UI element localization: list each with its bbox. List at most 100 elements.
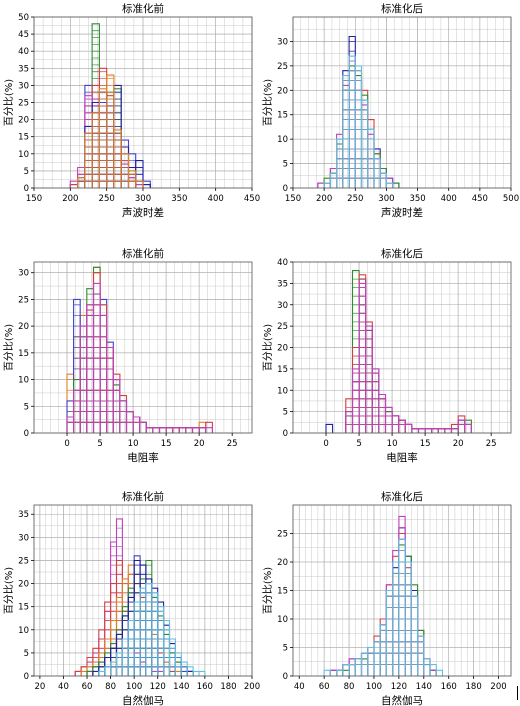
series-5 xyxy=(323,538,444,676)
x-tick-label: 200 xyxy=(62,194,78,204)
bar-separators xyxy=(106,78,114,182)
x-tick-label: 150 xyxy=(285,194,301,204)
y-tick-label: 20 xyxy=(18,580,29,590)
y-tick-label: 20 xyxy=(277,86,288,96)
histogram-bars xyxy=(323,55,394,188)
x-tick-label: 100 xyxy=(126,682,142,692)
y-tick-label: 5 xyxy=(24,167,29,177)
y-tick-label: 25 xyxy=(18,99,29,109)
x-tick-label: 20 xyxy=(34,682,45,692)
y-tick-label: 30 xyxy=(18,81,29,91)
x-tick-label: 160 xyxy=(197,682,213,692)
x-tick-label: 500 xyxy=(503,194,519,204)
bar-separators xyxy=(169,647,176,668)
y-tick-label: 50 xyxy=(18,13,29,23)
x-tick-label: 40 xyxy=(294,682,305,692)
x-tick-label: 160 xyxy=(441,682,457,692)
x-tick-label: 250 xyxy=(347,194,363,204)
y-tick-label: 5 xyxy=(24,649,29,659)
y-tick-label: 30 xyxy=(18,533,29,543)
x-tick-label: 300 xyxy=(135,194,151,204)
x-tick-label: 200 xyxy=(244,682,260,692)
y-tick-label: 25 xyxy=(18,295,29,305)
x-tick-label: 200 xyxy=(490,682,506,692)
bar-separators xyxy=(365,330,373,425)
histogram-panel-2: 150 200 250 300 350 400 450 500 0 5 10 15 20 25 30 标准化后… xyxy=(262,2,519,219)
x-tick-label: 5 xyxy=(356,439,361,449)
bar-separators xyxy=(392,573,399,665)
bar-separators xyxy=(121,160,129,182)
bar-separators xyxy=(385,415,393,425)
series-6 xyxy=(77,74,144,188)
bar-separators xyxy=(100,325,107,423)
x-tick-label: 20 xyxy=(194,439,205,449)
y-tick-label: 30 xyxy=(277,301,288,311)
bar-separators xyxy=(342,80,350,179)
series-7 xyxy=(98,583,206,676)
x-axis-label: 电阻率 xyxy=(386,451,418,464)
bar-separators xyxy=(367,652,374,665)
x-tick-label: 300 xyxy=(378,194,394,204)
x-tick-label: 10 xyxy=(128,439,139,449)
bar-separators xyxy=(374,652,381,665)
histogram-bars xyxy=(323,538,444,676)
y-tick-label: 25 xyxy=(277,62,288,72)
bar-separators xyxy=(86,315,94,423)
bar-separators xyxy=(355,70,362,179)
y-axis-label: 百分比(%) xyxy=(3,79,15,126)
series-5 xyxy=(66,282,213,433)
y-tick-label: 10 xyxy=(18,626,29,636)
y-tick-label: 5 xyxy=(24,402,29,412)
y-tick-label: 20 xyxy=(18,322,29,332)
y-tick-label: 15 xyxy=(277,365,288,375)
y-tick-label: 20 xyxy=(18,116,29,126)
chart-title: 标准化前 xyxy=(122,247,164,260)
histogram-bars xyxy=(345,282,472,433)
plot-frame xyxy=(33,261,253,434)
y-tick-label: 15 xyxy=(277,587,288,597)
y-tick-label: 15 xyxy=(18,133,29,143)
y-tick-label: 25 xyxy=(277,322,288,332)
bar-separators xyxy=(175,657,182,668)
bar-separators xyxy=(106,357,114,423)
bar-separators xyxy=(116,657,123,668)
x-tick-label: 350 xyxy=(171,194,187,204)
y-tick-label: 10 xyxy=(18,150,29,160)
y-tick-label: 35 xyxy=(18,64,29,74)
grid xyxy=(33,16,253,189)
bar-separators xyxy=(386,595,393,665)
x-tick-label: 400 xyxy=(441,194,457,204)
bar-separators xyxy=(93,293,101,423)
y-tick-label: 45 xyxy=(18,30,29,40)
x-tick-label: 40 xyxy=(58,682,69,692)
x-tick-label: 350 xyxy=(409,194,425,204)
y-tick-label: 10 xyxy=(277,135,288,145)
y-tick-label: 30 xyxy=(277,37,288,47)
x-tick-label: 60 xyxy=(319,682,330,692)
x-tick-label: 0 xyxy=(323,439,328,449)
y-tick-label: 15 xyxy=(18,349,29,359)
bar-separators xyxy=(359,287,366,425)
bar-separators xyxy=(345,415,353,425)
bar-separators xyxy=(113,132,122,182)
y-tick-label: 5 xyxy=(283,644,288,654)
x-tick-label: 80 xyxy=(344,682,355,692)
x-tick-label: 20 xyxy=(453,439,464,449)
x-tick-label: 140 xyxy=(173,682,189,692)
y-tick-label: 10 xyxy=(277,386,288,396)
x-axis-label: 声波时差 xyxy=(381,206,423,219)
x-tick-label: 140 xyxy=(416,682,432,692)
y-axis-label: 百分比(%) xyxy=(262,324,274,371)
y-tick-label: 15 xyxy=(277,111,288,121)
bar-separators xyxy=(113,389,120,423)
x-tick-label: 10 xyxy=(387,439,398,449)
bar-separators xyxy=(372,372,379,425)
histogram-panel-1: 150 200 250 300 350 400 450 0 5 10 15 20 25 30 35 40 45 5… xyxy=(3,2,260,219)
y-tick-label: 5 xyxy=(283,160,288,170)
histogram-panel-6: 40 60 80 100 120 140 160 180 200 0 5 10 15 20 25 标准化后自然… xyxy=(262,490,512,706)
histogram-bars xyxy=(66,282,213,433)
y-tick-label: 25 xyxy=(18,556,29,566)
y-tick-label: 5 xyxy=(283,408,288,418)
